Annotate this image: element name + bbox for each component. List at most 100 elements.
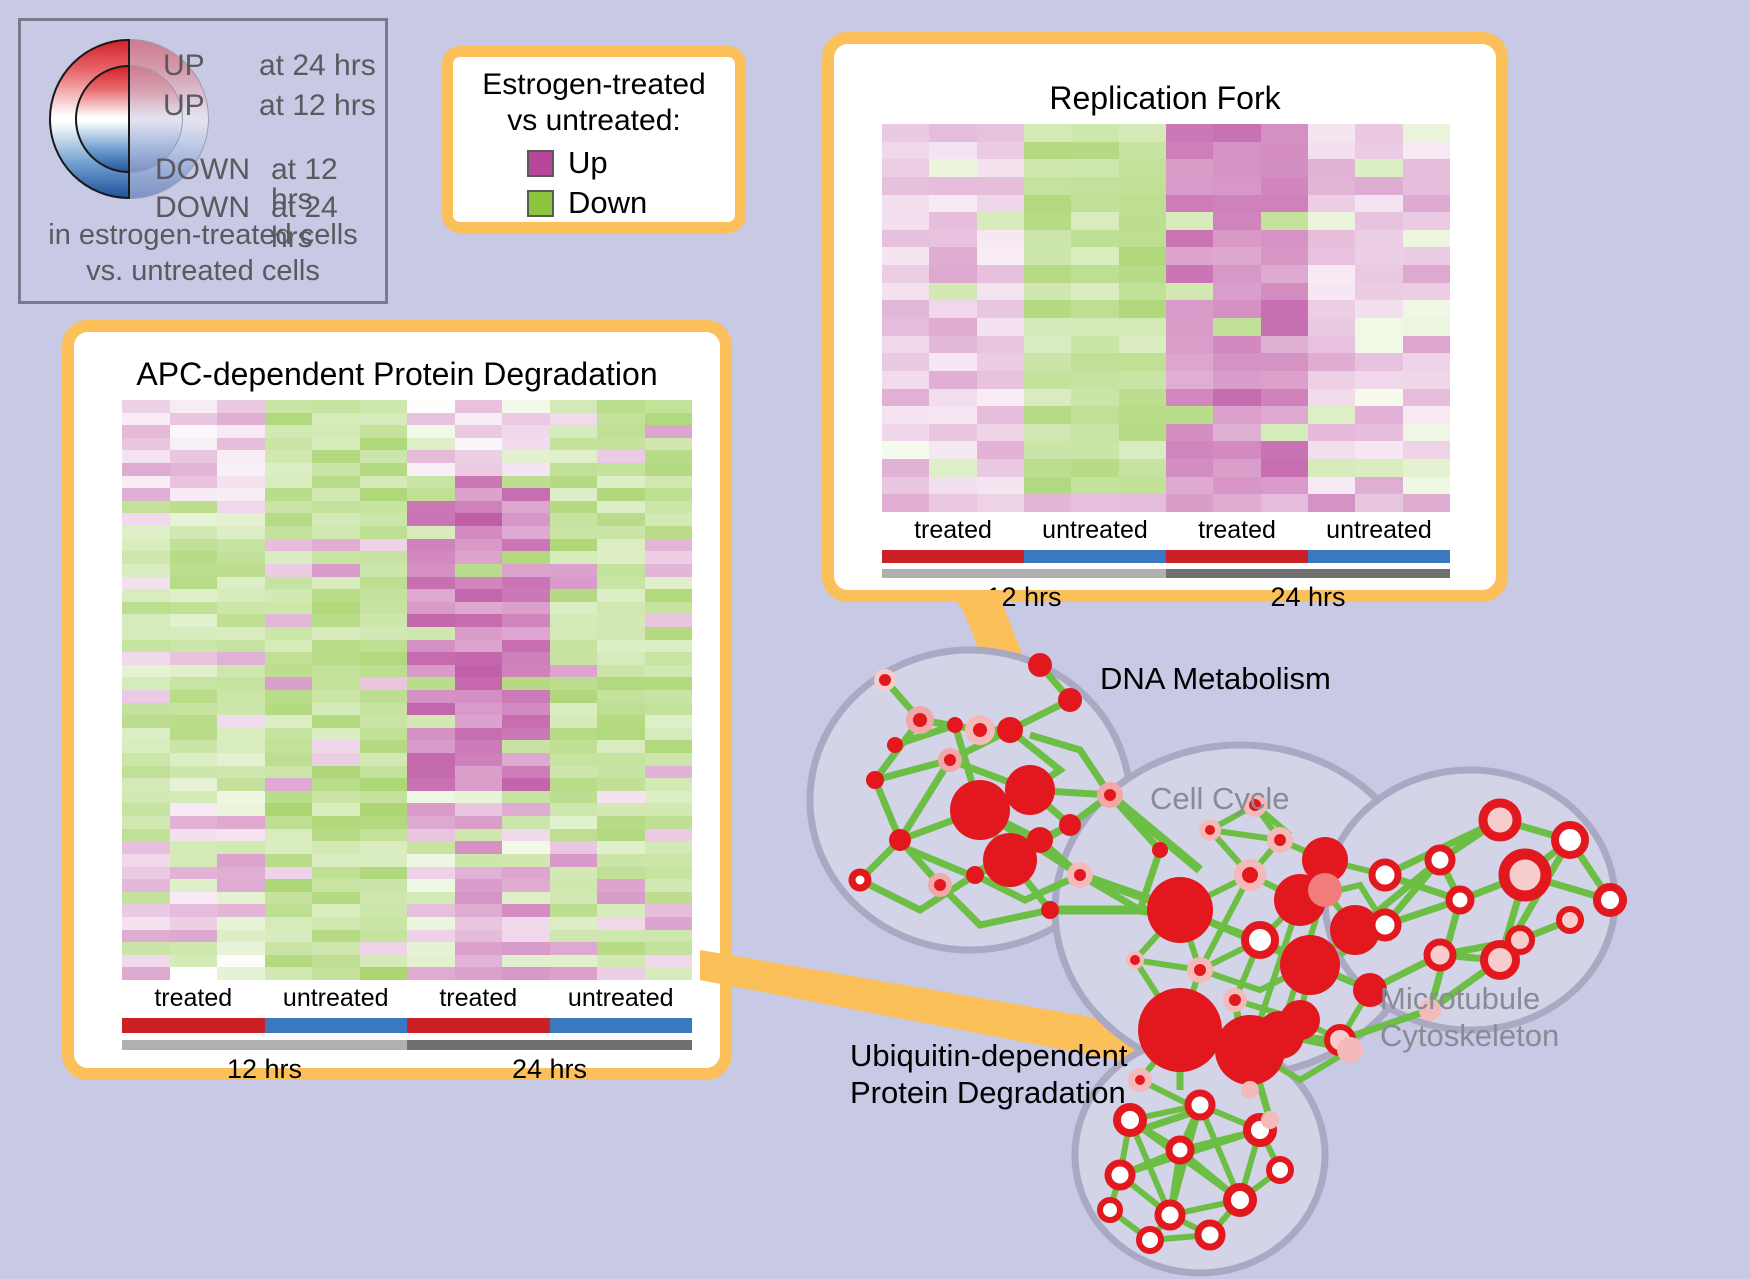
heatmap-cell <box>597 639 645 653</box>
heatmap-cell <box>1307 159 1356 177</box>
heatmap-cell <box>1023 370 1072 389</box>
heatmap-cell <box>1213 494 1261 512</box>
heatmap-cell <box>359 879 407 892</box>
heatmap-cell <box>1260 212 1308 230</box>
heatmap-cell <box>644 891 692 905</box>
heatmap-cell <box>976 370 1024 389</box>
heatmap-cell <box>122 816 170 829</box>
condition-label: treated <box>914 516 992 544</box>
heatmap-cell <box>454 929 502 943</box>
heatmap-cell <box>1071 176 1119 195</box>
heatmap-cell <box>122 626 170 640</box>
heatmap-cell <box>1023 318 1072 336</box>
heatmap-cell <box>1118 176 1166 195</box>
heatmap-cell <box>549 513 597 527</box>
heatmap-cell <box>1260 247 1308 266</box>
heatmap-cell <box>597 475 645 489</box>
heatmap-cell <box>407 400 455 413</box>
heatmap-cell <box>359 866 407 880</box>
heatmap-cell <box>1402 247 1450 266</box>
heatmap-cell <box>264 677 312 690</box>
heatmap-cell <box>502 589 550 602</box>
heatmap-cell <box>264 702 312 716</box>
heatmap-cell <box>217 601 265 615</box>
heatmap-cell <box>169 967 217 980</box>
heatmap-cell <box>359 425 407 438</box>
heatmap-cell <box>882 318 930 336</box>
heatmap-cell <box>597 576 645 590</box>
heatmap-cell <box>122 652 170 665</box>
heatmap-cell <box>454 790 502 804</box>
heatmap-cell <box>549 702 597 716</box>
heatmap-cell <box>597 828 645 842</box>
heatmap-cell <box>359 929 407 943</box>
condition-label: untreated <box>567 984 674 1012</box>
heatmap-cell <box>976 406 1024 424</box>
heatmap-cell <box>1355 194 1403 213</box>
heatmap-cell <box>312 853 360 867</box>
heatmap-cell <box>1355 353 1403 371</box>
heatmap-cell <box>264 551 312 564</box>
heatmap-cell <box>264 538 312 552</box>
heatmap-cell <box>929 212 977 230</box>
heatmap-cell <box>644 778 692 791</box>
heatmap-cell <box>454 677 502 690</box>
heatmap-cell <box>1355 265 1403 283</box>
heatmap-cell <box>549 538 597 552</box>
legend-direction-down-12: DOWN <box>155 153 250 186</box>
heatmap-cell <box>1165 124 1214 142</box>
heatmap-cell <box>264 891 312 905</box>
heatmap-cell <box>264 904 312 917</box>
heatmap-cell <box>1402 388 1450 407</box>
heatmap-cell <box>1165 282 1214 301</box>
condition-bar-untreated-24 <box>549 1018 692 1033</box>
heatmap-cell <box>644 916 692 930</box>
heatmap-cell <box>549 740 597 754</box>
heatmap-cell <box>549 526 597 539</box>
heatmap-cell <box>1213 370 1261 389</box>
heatmap-cell <box>454 690 502 703</box>
heatmap-cell <box>976 423 1024 442</box>
heatmap-cell <box>597 437 645 451</box>
heatmap-cell <box>217 500 265 514</box>
network-node <box>1368 908 1402 942</box>
heatmap-cell <box>502 463 550 476</box>
heatmap-cell <box>1213 176 1261 195</box>
heatmap-cell <box>407 576 455 590</box>
heatmap-cell <box>1402 194 1450 213</box>
heatmap-cell <box>312 765 360 779</box>
heatmap-cell <box>597 816 645 829</box>
heatmap-cell <box>882 247 930 266</box>
heatmap-cell <box>217 400 265 413</box>
ring-legend-box: UP at 24 hrs UP at 12 hrs DOWN at 12 hrs… <box>18 18 388 304</box>
heatmap-cell <box>549 425 597 438</box>
heatmap-cell <box>359 488 407 501</box>
replication-fork-heatmap <box>882 124 1450 512</box>
heatmap-cell <box>644 765 692 779</box>
heatmap-cell <box>597 702 645 716</box>
heatmap-cell <box>312 702 360 716</box>
heatmap-cell <box>502 715 550 728</box>
heatmap-cell <box>549 803 597 817</box>
replication-fork-title: Replication Fork <box>1049 80 1281 116</box>
heatmap-cell <box>597 727 645 741</box>
heatmap-cell <box>122 513 170 527</box>
heatmap-cell <box>407 853 455 867</box>
heatmap-cell <box>549 589 597 602</box>
heatmap-cell <box>264 740 312 754</box>
heatmap-cell <box>312 942 360 955</box>
heatmap-cell <box>1355 159 1403 177</box>
heatmap-cell <box>597 841 645 854</box>
heatmap-cell <box>549 929 597 943</box>
heatmap-cell <box>549 790 597 804</box>
heatmap-cell <box>312 500 360 514</box>
heatmap-cell <box>359 891 407 905</box>
heatmap-cell <box>407 412 455 426</box>
heatmap-cell <box>122 790 170 804</box>
heatmap-cell <box>217 904 265 917</box>
heatmap-cell <box>549 437 597 451</box>
heatmap-cell <box>549 891 597 905</box>
heatmap-cell <box>122 551 170 564</box>
legend-footer-text: in estrogen-treated cells vs. untreated … <box>48 219 358 287</box>
heatmap-cell <box>1260 265 1308 283</box>
